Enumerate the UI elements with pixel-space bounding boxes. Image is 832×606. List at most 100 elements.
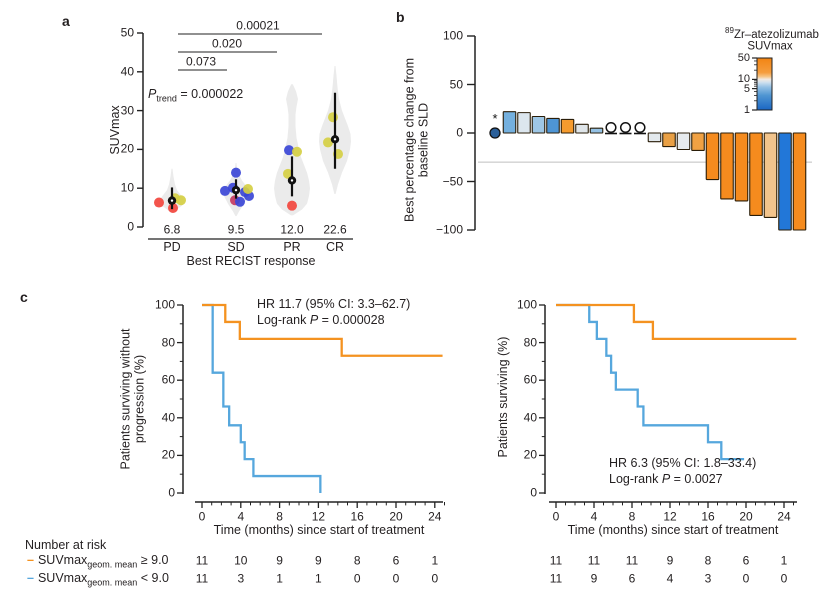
b-y-tick-label: 50 — [449, 76, 463, 91]
a-data-point — [235, 196, 245, 207]
risk-count: 0 — [392, 571, 400, 586]
b-waterfall-bar — [778, 132, 792, 231]
km-left-x-axis-title: Time (months) since start of treatment — [213, 523, 425, 538]
km-left-logrank-p: P — [309, 313, 319, 327]
km-left-logrank: Log-rank P = 0.000028 — [257, 312, 410, 328]
b-y-tick-label: 0 — [456, 125, 463, 140]
km-x-tick-label: 20 — [739, 509, 753, 524]
km-right-x-axis-title: Time (months) since start of treatment — [567, 523, 779, 538]
km-y-tick-label: 100 — [516, 297, 537, 312]
risk-count: 3 — [237, 571, 245, 586]
a-data-point — [284, 145, 294, 156]
risk-count: 6 — [628, 571, 636, 586]
b-waterfall-bar — [720, 132, 734, 200]
a-mean-dot-center — [290, 179, 294, 182]
panel-b-label: b — [396, 9, 405, 25]
km-survival-curve — [556, 303, 745, 461]
km-x-tick-label: 16 — [350, 509, 364, 524]
b-waterfall-bar — [502, 111, 517, 134]
risk-row-high-op: ≥ 9.0 — [137, 553, 169, 567]
km-survival-curve — [202, 303, 322, 493]
b-colorbar-tick-label: 10 — [737, 73, 750, 86]
a-y-tick-label: 0 — [127, 219, 134, 234]
a-p-trend-sub: trend — [156, 93, 177, 104]
risk-count: 11 — [195, 571, 209, 586]
b-y-tick-label: −50 — [442, 173, 463, 188]
b-y-axis-title-line2: baseline SLD — [416, 102, 430, 178]
panel-a-label: a — [62, 13, 70, 29]
km-y-tick-label: 60 — [523, 372, 537, 387]
a-p-trend: Ptrend = 0.000022 — [148, 87, 243, 104]
risk-count: 4 — [666, 571, 674, 586]
a-comparison-p-value: 0.020 — [211, 36, 243, 51]
km-x-tick-label: 4 — [237, 509, 245, 524]
a-data-point — [328, 112, 338, 123]
km-y-tick-label: 60 — [161, 372, 175, 387]
risk-count: 11 — [625, 553, 639, 568]
b-waterfall-bar — [647, 132, 662, 143]
b-y-axis-title: Best percentage change from baseline SLD — [402, 58, 431, 222]
km-x-tick-label: 8 — [276, 509, 283, 524]
risk-row-high-text: SUVmax — [37, 553, 88, 567]
risk-count: 1 — [315, 571, 322, 586]
risk-count: 8 — [353, 553, 361, 568]
km-y-tick-label: 80 — [161, 335, 175, 349]
km-x-tick-label: 0 — [198, 509, 206, 524]
km-left-hr: HR 11.7 (95% CI: 3.3–62.7) — [257, 297, 411, 311]
km-right-logrank-value: = 0.0027 — [670, 472, 723, 486]
risk-row-low-text: SUVmax — [37, 571, 88, 585]
risk-count: 6 — [392, 553, 400, 568]
a-category-label: PR — [283, 240, 301, 255]
a-y-tick-label: 50 — [120, 25, 134, 40]
km-survival-curve — [556, 303, 797, 340]
risk-row-low-op: < 9.0 — [137, 571, 169, 585]
km-y-tick-label: 0 — [168, 485, 175, 500]
a-geometric-mean: 12.0 — [280, 222, 304, 237]
a-p-trend-p: P — [148, 87, 157, 101]
risk-row-low-dash: – — [27, 571, 34, 585]
risk-count: 9 — [276, 553, 283, 568]
panel-c-label: c — [20, 289, 28, 305]
km-left-y-title-line1: Patients surviving without — [118, 328, 133, 470]
km-x-tick-label: 4 — [590, 509, 598, 524]
b-colorbar-tick-label: 1 — [743, 103, 750, 116]
a-category-label: CR — [325, 240, 345, 255]
b-waterfall-bar — [734, 132, 749, 202]
km-y-tick-label: 40 — [523, 410, 537, 425]
risk-count: 11 — [587, 553, 601, 568]
km-right-annotation: HR 6.3 (95% CI: 1.8–33.4) Log-rank P = 0… — [609, 455, 756, 487]
risk-row-label-high: – SUVmaxgeom. mean ≥ 9.0 — [27, 553, 169, 570]
b-waterfall-bar — [662, 132, 676, 148]
km-y-tick-label: 80 — [523, 335, 537, 349]
risk-count: 0 — [780, 571, 788, 586]
a-comparison-p-value: 0.00021 — [236, 18, 280, 33]
km-right-logrank-p: P — [661, 472, 671, 486]
a-data-point — [243, 183, 253, 194]
a-data-point — [287, 200, 297, 211]
risk-count: 9 — [666, 553, 674, 568]
a-geometric-mean: 22.6 — [323, 222, 347, 237]
colorbar-title: 89Zr–atezolizumab — [725, 24, 819, 42]
km-left-annotation: HR 11.7 (95% CI: 3.3–62.7) Log-rank P = … — [257, 296, 410, 328]
a-category-label: PD — [163, 240, 181, 255]
a-y-tick-label: 10 — [120, 180, 134, 195]
km-left-y-axis-title: Patients surviving without progression (… — [118, 328, 147, 470]
risk-row-high-sub: geom. mean — [87, 559, 138, 570]
km-left-logrank-prefix: Log-rank — [257, 313, 310, 327]
risk-count: 10 — [234, 553, 248, 568]
b-y-axis-title-line1: Best percentage change from — [402, 58, 417, 222]
a-data-point — [154, 197, 164, 208]
b-colorbar — [756, 57, 773, 111]
b-y-tick-label: 100 — [442, 28, 463, 43]
km-y-tick-label: 100 — [154, 297, 175, 312]
km-y-tick-label: 20 — [523, 447, 537, 462]
a-mean-dot-center — [170, 199, 174, 202]
km-x-tick-label: 24 — [428, 509, 442, 524]
b-waterfall-bar — [546, 117, 560, 134]
a-category-label: SD — [227, 240, 245, 255]
a-y-tick-label: 20 — [120, 141, 134, 156]
b-y-tick-label: −100 — [435, 222, 463, 237]
risk-row-high-dash: – — [27, 553, 34, 567]
b-waterfall-bar — [705, 132, 720, 181]
risk-count: 0 — [431, 571, 439, 586]
